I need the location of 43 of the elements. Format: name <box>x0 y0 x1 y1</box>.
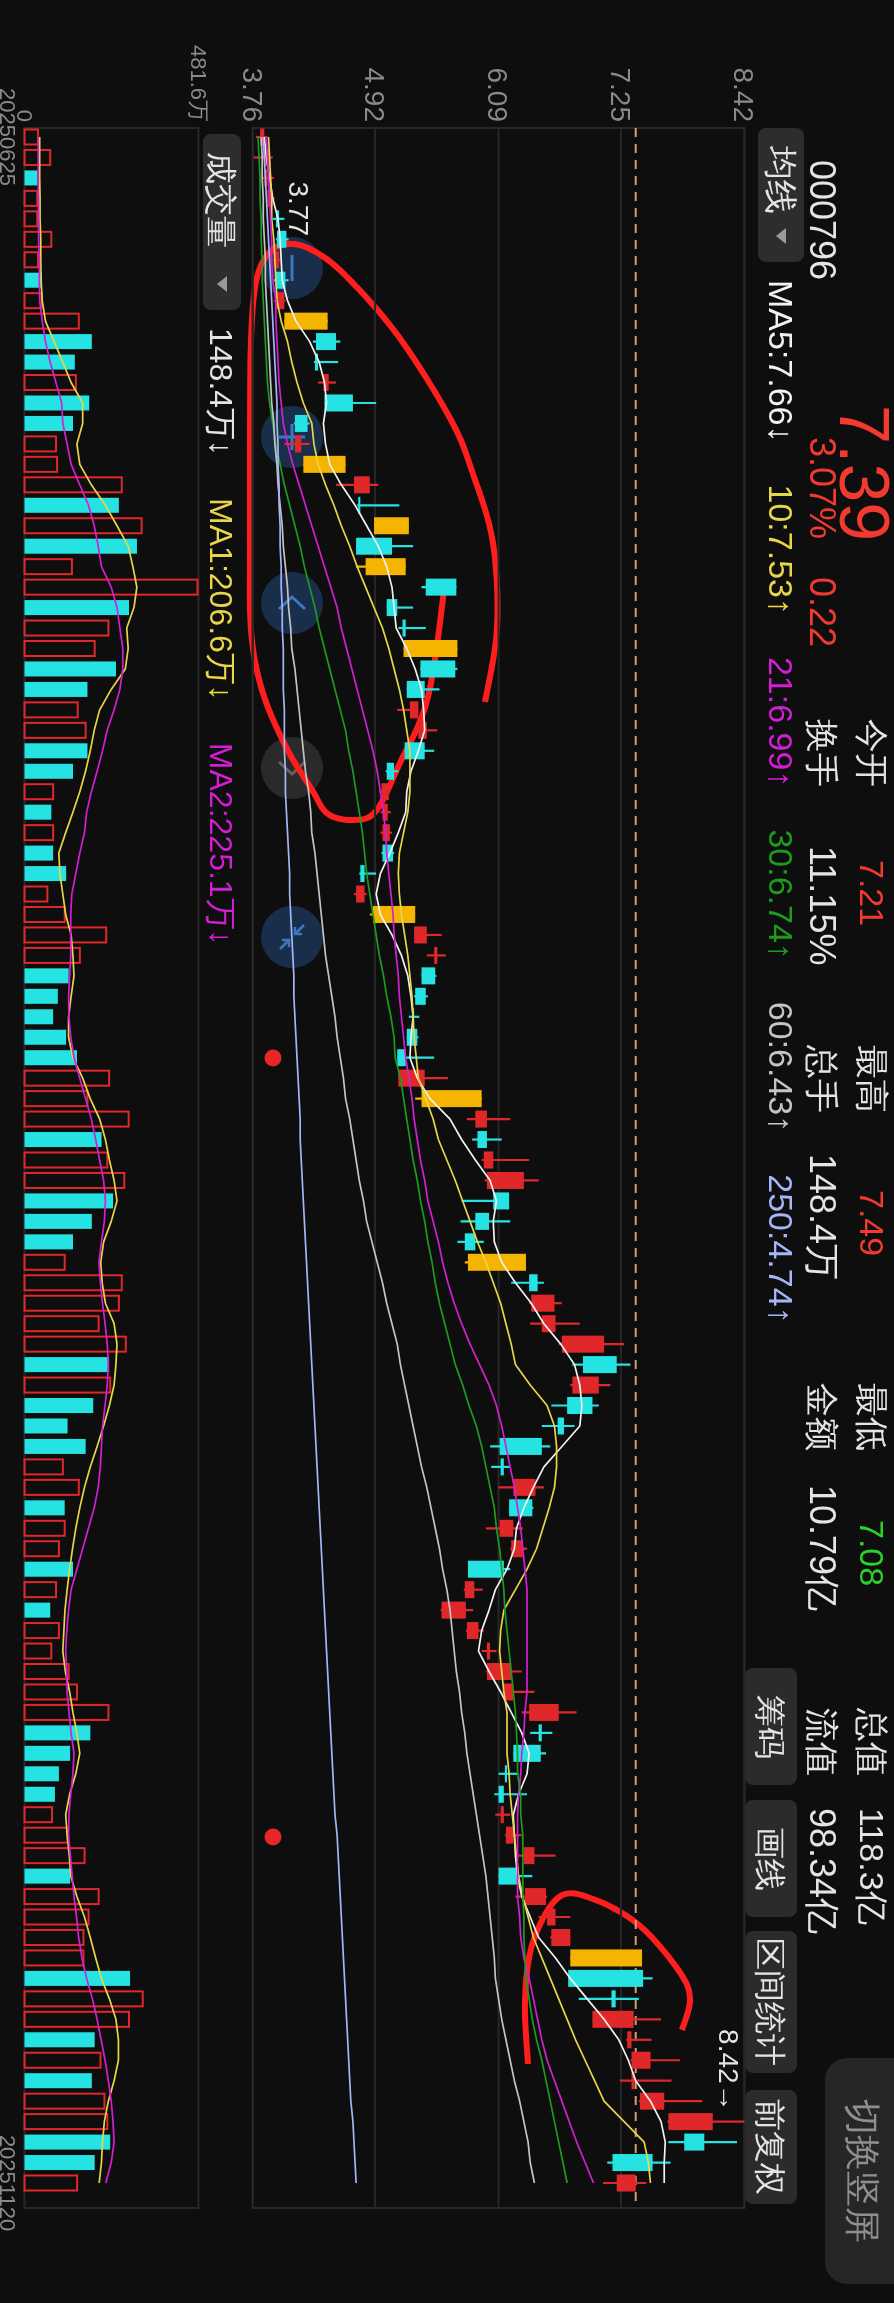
text: 切换竖屏 <box>842 2099 883 2243</box>
text: 000796 <box>802 160 843 281</box>
text: 总手 <box>803 1044 841 1113</box>
x-tick-label: 3.76 <box>236 67 268 122</box>
x-tick-label: 4.92 <box>359 67 391 122</box>
text: 11.15% <box>802 846 843 966</box>
text: 前复权 <box>752 2099 788 2195</box>
text: 21:6.99↑ <box>761 656 800 788</box>
text: MA2:225.1万↓ <box>203 742 240 946</box>
text: 10:7.53↑ <box>761 484 800 615</box>
text: 7.49 <box>853 1190 891 1257</box>
text: 流值 <box>803 1708 841 1776</box>
text: 10.79亿 <box>802 1485 843 1612</box>
text: 画线 <box>752 1826 788 1891</box>
text: 148.4万 <box>802 1154 843 1281</box>
text: 7.21 <box>853 860 891 927</box>
x-tick-label: 6.09 <box>482 67 514 122</box>
text: 换手 <box>803 719 841 787</box>
text: 60:6.43↑ <box>761 1001 800 1133</box>
legend-title: 均线 <box>761 145 800 214</box>
legend-title: 成交量 <box>203 152 240 248</box>
text: 148.4万↓ <box>203 328 240 457</box>
text: 250:4.74↑ <box>761 1174 800 1324</box>
text: 最低 <box>853 1383 891 1451</box>
text: 区间统计 <box>752 1938 788 2066</box>
annotation: 3.77 <box>282 181 314 236</box>
text: 金额 <box>803 1383 841 1451</box>
y-tick-label: 20251120 <box>0 2134 20 2232</box>
text: 98.34亿 <box>802 1808 843 1935</box>
x-tick-label: 7.25 <box>604 67 636 122</box>
text: 总值 <box>853 1707 891 1776</box>
text: 118.3亿 <box>853 1808 891 1925</box>
x-tick-label: 8.42 <box>728 67 760 122</box>
annotation: 8.42→ <box>713 2029 745 2112</box>
x-tick-label: 481.6万 <box>185 44 211 122</box>
text: 30:6.74↑ <box>761 829 800 960</box>
text: MA1:206.6万↓ <box>203 498 240 701</box>
text: 今开 <box>853 719 891 787</box>
text: MA5:7.66↓ <box>761 280 800 443</box>
text: 0.22 <box>802 577 843 648</box>
text: 最高 <box>853 1045 891 1113</box>
text: 7.08 <box>853 1520 891 1587</box>
text: 筹码 <box>752 1694 788 1759</box>
